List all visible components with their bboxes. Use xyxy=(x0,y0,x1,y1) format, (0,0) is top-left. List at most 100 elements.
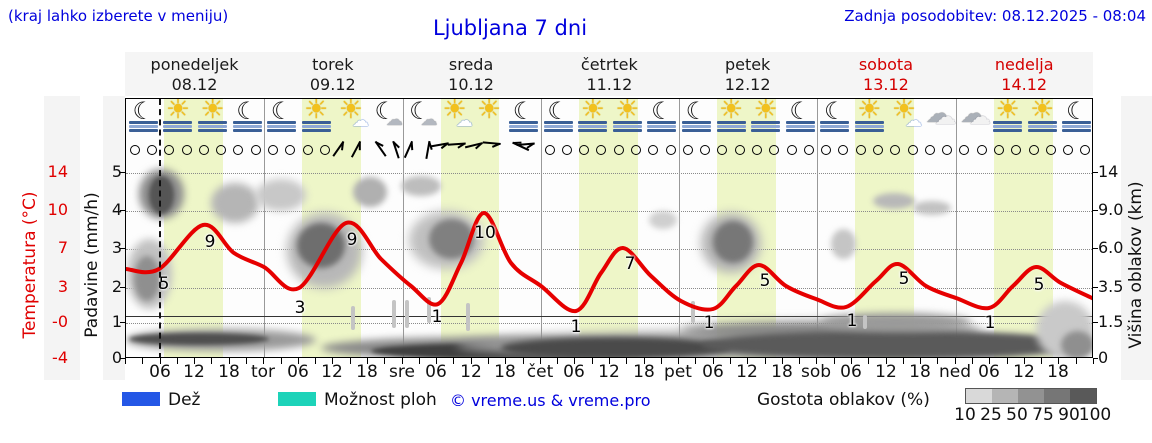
x-tick-label: 06 xyxy=(702,362,724,382)
wind-calm-icon xyxy=(216,145,227,155)
weather-icon-cloud: ☁ ☁ xyxy=(956,99,991,139)
x-tickmark xyxy=(660,358,662,364)
day-date: 12.12 xyxy=(724,75,771,94)
wind-calm-icon xyxy=(838,145,849,155)
plot-area: 5 9 3 9 1 10 1 7 1 5 1 5 1 5 ☾ ☀ ☀ ☾ ☾ ☀ ☀ ☁ ☾ ☁ ☾ ☁ ☀ ☁ ☀ ☾ ☾ ☀ ☀ ☾ ☾ ☀ ☀ ☾… xyxy=(125,98,1093,358)
fog-icon xyxy=(820,120,850,133)
x-tickmark xyxy=(885,358,887,364)
x-tickmark xyxy=(418,358,420,364)
moon-icon: ☾ xyxy=(270,98,293,125)
x-tickmark xyxy=(626,358,628,364)
left-axis-tickmark xyxy=(120,210,125,211)
temperature-value-label: 5 xyxy=(898,269,910,289)
x-tick-label: 06 xyxy=(149,362,171,382)
cloud-blob xyxy=(129,333,269,345)
temp-tick-label: 3 xyxy=(57,277,68,296)
fog-icon xyxy=(751,120,781,133)
x-tickmark xyxy=(678,358,680,364)
fog-icon xyxy=(232,120,262,133)
wind-calm-icon xyxy=(700,145,711,155)
cloud-scale-label: 100 xyxy=(1078,405,1112,425)
precip-possibility-mark xyxy=(691,301,695,323)
wind-calm-icon xyxy=(579,145,590,155)
day-date: 14.12 xyxy=(1001,75,1048,94)
copyright-link[interactable]: © vreme.us & vreme.pro xyxy=(450,391,651,410)
grid-line xyxy=(126,288,1092,289)
cloud-blob xyxy=(211,183,259,223)
rain-legend-swatch xyxy=(122,392,160,406)
weather-icon-moon-fog: ☾ xyxy=(506,99,541,139)
day-name: ponedeljek xyxy=(150,55,239,74)
temp-tick-label: -4 xyxy=(52,348,68,367)
x-tick-label: 12 xyxy=(598,362,620,382)
temperature-value-label: 1 xyxy=(984,313,996,333)
sun-icon: ☀ xyxy=(891,98,916,125)
sun-icon: ☀ xyxy=(753,98,778,125)
wind-calm-icon xyxy=(1063,145,1074,155)
wind-calm-icon xyxy=(285,145,296,155)
cloud-blob xyxy=(134,256,160,301)
x-tick-label: 12 xyxy=(736,362,758,382)
temperature-value-label: 1 xyxy=(431,307,443,327)
x-tickmark xyxy=(937,358,939,364)
x-tickmark xyxy=(609,358,610,364)
cloud-scale-label: 25 xyxy=(980,405,1002,425)
weather-icon-sun-fog: ☀ xyxy=(575,99,610,139)
wind-calm-icon xyxy=(786,145,797,155)
cloud-tick-label: 9.0 xyxy=(1098,200,1124,219)
precip-possibility-mark xyxy=(405,300,409,328)
day-header: petek 12.12 xyxy=(678,55,817,95)
cloud-tick-label: 1.5 xyxy=(1098,312,1124,331)
precip-possibility-mark xyxy=(392,300,396,328)
day-date: 08.12 xyxy=(171,75,218,94)
day-name: nedelja xyxy=(994,55,1054,74)
x-tickmark xyxy=(591,358,593,364)
temperature-value-label: 1 xyxy=(703,313,715,333)
x-tickmark xyxy=(954,358,956,364)
x-tick-label: 18 xyxy=(909,362,931,382)
wind-calm-icon xyxy=(596,145,607,155)
fog-icon xyxy=(509,120,539,133)
wind-calm-icon xyxy=(267,145,278,155)
x-tickmark xyxy=(263,358,265,364)
temp-tick-label: 7 xyxy=(57,238,68,257)
x-tick-label: 18 xyxy=(356,362,378,382)
cloud-blob xyxy=(701,331,1081,357)
temp-tick-label: -0 xyxy=(52,312,68,331)
menu-hint-text: (kraj lahko izberete v meniju) xyxy=(8,7,229,25)
cloud-blob xyxy=(649,211,677,229)
wind-calm-icon xyxy=(1011,145,1022,155)
day-date: 10.12 xyxy=(448,75,494,94)
cloud-icon: ☁ xyxy=(969,105,991,130)
weather-icon-moon-fog: ☾ xyxy=(679,99,714,139)
right-axis-tickmark xyxy=(1093,172,1098,173)
precip-tick-label: 5 xyxy=(111,162,122,181)
cloud-blob xyxy=(501,337,731,357)
wind-calm-icon xyxy=(164,145,175,155)
weather-icon-cloud: ☁ ☁ xyxy=(921,99,956,139)
right-axis-tickmark xyxy=(1093,322,1098,323)
weather-icon-sun-fog: ☀ xyxy=(160,99,195,139)
cloud-scale-segment xyxy=(1018,389,1044,403)
left-axis-tickmark xyxy=(120,287,125,288)
precip-tick-label: 1 xyxy=(111,312,122,331)
x-tick-label: 06 xyxy=(425,362,447,382)
precip-tick-label: 4 xyxy=(111,200,122,219)
temperature-value-label: 9 xyxy=(346,230,358,250)
moon-icon: ☾ xyxy=(789,98,811,125)
temperature-curve xyxy=(126,210,1092,314)
weather-icon-moon-fog: ☾ xyxy=(541,99,576,139)
precip-possibility-mark xyxy=(427,297,431,323)
x-tick-label: 12 xyxy=(183,362,205,382)
showers-legend-swatch xyxy=(278,392,316,406)
fog-icon xyxy=(993,120,1023,133)
weather-icon-sun-fog: ☀ xyxy=(748,99,783,139)
day-boundary-line xyxy=(264,99,266,357)
wind-calm-icon xyxy=(872,145,883,155)
sun-icon: ☀ xyxy=(580,98,605,125)
x-tickmark xyxy=(539,358,541,364)
temperature-value-label: 10 xyxy=(474,223,496,243)
right-axis-tickmark xyxy=(1093,358,1098,359)
fog-icon xyxy=(854,120,884,133)
